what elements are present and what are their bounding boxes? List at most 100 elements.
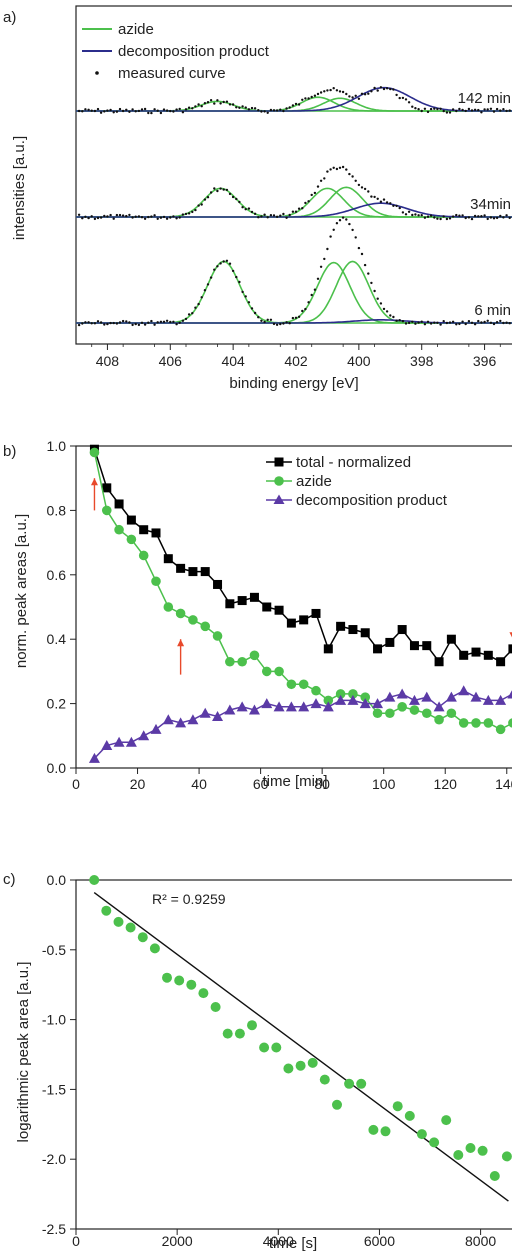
measured-point bbox=[247, 301, 251, 304]
total-point bbox=[323, 644, 333, 654]
azide-component-curve bbox=[76, 187, 512, 218]
log-area-point bbox=[247, 1020, 257, 1031]
measured-point bbox=[291, 104, 295, 107]
measured-point bbox=[253, 107, 257, 110]
total-point bbox=[102, 483, 112, 493]
measured-point bbox=[203, 289, 207, 292]
measured-point bbox=[257, 109, 260, 112]
measured-point bbox=[288, 213, 291, 217]
measured-point bbox=[304, 201, 307, 205]
log-area-point bbox=[149, 943, 160, 954]
total-point bbox=[446, 634, 456, 644]
panel-b-y-tick-label: 0.4 bbox=[47, 631, 67, 647]
measured-point bbox=[508, 216, 511, 220]
panel-b-y-tick-label: 1.0 bbox=[47, 438, 67, 454]
azide-component-curve bbox=[76, 261, 512, 324]
measured-point bbox=[96, 320, 100, 323]
azide-point bbox=[446, 708, 457, 719]
measured-point bbox=[404, 322, 408, 325]
panel-a-legend: azide decomposition product measured cur… bbox=[82, 21, 270, 82]
measured-point bbox=[200, 105, 203, 108]
measured-point bbox=[357, 97, 361, 101]
measured-point bbox=[228, 262, 232, 265]
measured-point bbox=[495, 216, 499, 220]
measured-point bbox=[492, 322, 496, 326]
measured-point bbox=[332, 166, 335, 169]
measured-point bbox=[269, 214, 273, 217]
measured-point bbox=[241, 206, 244, 209]
total-point bbox=[459, 650, 469, 660]
azide-point bbox=[421, 708, 432, 719]
total-point bbox=[237, 596, 247, 606]
measured-point bbox=[373, 289, 376, 293]
measured-point bbox=[376, 197, 379, 200]
decomposition-point bbox=[261, 698, 273, 709]
measured-point bbox=[131, 323, 134, 327]
azide-point bbox=[126, 534, 137, 545]
measured-point bbox=[451, 320, 455, 323]
measured-point bbox=[143, 217, 147, 220]
measured-point bbox=[464, 216, 467, 220]
measured-point bbox=[140, 321, 144, 324]
measured-point bbox=[194, 105, 197, 108]
measured-point bbox=[341, 216, 345, 219]
measured-point bbox=[313, 191, 317, 195]
measured-point bbox=[128, 321, 131, 324]
measured-point bbox=[379, 302, 383, 305]
azide-point bbox=[286, 679, 297, 690]
azide-point bbox=[385, 708, 395, 719]
total-point bbox=[409, 641, 419, 651]
measured-point bbox=[159, 111, 163, 115]
measured-point bbox=[367, 272, 370, 275]
decomposition-point bbox=[199, 707, 211, 718]
measured-point bbox=[125, 108, 128, 112]
log-area-point bbox=[344, 1078, 355, 1089]
log-area-point bbox=[283, 1063, 294, 1074]
total-point bbox=[286, 618, 296, 628]
measured-point bbox=[398, 319, 401, 322]
measured-point bbox=[395, 204, 398, 208]
legend-measured-marker bbox=[95, 71, 99, 75]
azide-point bbox=[101, 505, 112, 516]
measured-point bbox=[156, 321, 159, 324]
measured-point bbox=[442, 215, 445, 218]
measured-point bbox=[442, 320, 445, 323]
measured-point bbox=[162, 320, 166, 323]
measured-point bbox=[175, 323, 178, 326]
azide-point bbox=[372, 708, 383, 719]
measured-point bbox=[467, 107, 471, 111]
measured-point bbox=[96, 216, 100, 220]
measured-point bbox=[470, 109, 474, 112]
total-point bbox=[483, 650, 493, 660]
total-point bbox=[274, 605, 284, 615]
measured-point bbox=[282, 109, 285, 113]
measured-point bbox=[436, 321, 439, 324]
decomposition-point bbox=[285, 701, 297, 712]
measured-point bbox=[505, 321, 508, 324]
decomposition-point bbox=[125, 736, 137, 747]
measured-point bbox=[112, 321, 115, 325]
panel-b-y-tick-label: 0.0 bbox=[47, 760, 67, 776]
measured-point bbox=[134, 110, 137, 113]
measured-point bbox=[448, 217, 452, 220]
measured-point bbox=[184, 317, 188, 321]
panel-c-x-tick-label: 4000 bbox=[263, 1233, 294, 1249]
measured-point bbox=[451, 108, 455, 111]
panel-a: a) intensities [a.u.] binding energy [eV… bbox=[3, 5, 512, 392]
log-area-point bbox=[222, 1028, 233, 1039]
total-point bbox=[126, 515, 136, 525]
total-point bbox=[163, 554, 173, 564]
measured-point bbox=[429, 214, 433, 217]
measured-point bbox=[244, 295, 247, 298]
measured-point bbox=[423, 323, 427, 326]
measured-point bbox=[200, 203, 203, 206]
measured-point bbox=[165, 319, 169, 322]
measured-point bbox=[319, 179, 323, 182]
measured-point bbox=[348, 95, 351, 98]
measured-point bbox=[87, 216, 90, 220]
measured-point bbox=[348, 222, 351, 226]
measured-point bbox=[115, 110, 119, 113]
measured-point bbox=[329, 168, 332, 171]
measured-point bbox=[235, 275, 238, 279]
